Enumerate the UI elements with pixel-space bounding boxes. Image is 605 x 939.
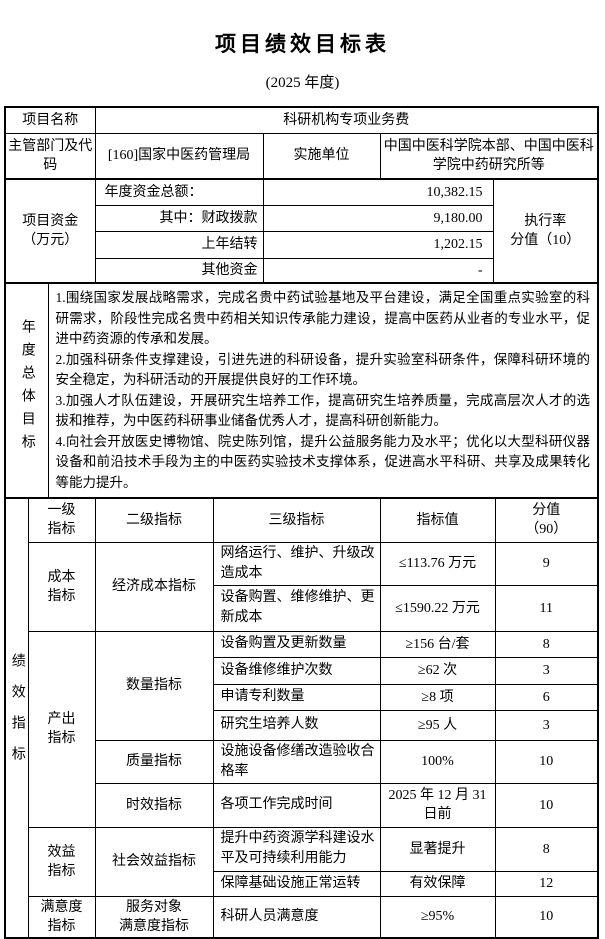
- level2-social: 社会效益指标: [94, 826, 214, 897]
- indicator-level3: 提升中药资源学科建设水平及可持续利用能力: [212, 826, 381, 872]
- header-level1: 一级 指标: [27, 497, 96, 543]
- goal-paragraph: 4.向社会开放医史博物馆、院史陈列馆，提升公益服务能力及水平；优化以大型科研仪器…: [55, 433, 591, 490]
- indicator-level3: 申请专利数量: [212, 683, 381, 711]
- indicator-level3: 各项工作完成时间: [212, 782, 381, 828]
- indicator-value: 100%: [379, 739, 496, 784]
- indicator-level3: 设施设备修缮改造验收合格率: [212, 739, 381, 784]
- annual-goals-section-label: 年度总体目标: [4, 282, 49, 499]
- indicator-score: 8: [494, 630, 599, 658]
- indicator-score: 10: [494, 782, 599, 828]
- indicator-level3: 设备购置、维修维护、更新成本: [212, 584, 381, 632]
- header-value: 指标值: [379, 497, 496, 543]
- header-score: 分值 （90）: [494, 497, 599, 543]
- project-info-table: 项目名称 科研机构专项业务费 主管部门及代码 [160]国家中医药管理局 实施单…: [4, 106, 599, 180]
- impl-unit-value: 中国中医科学院本部、中国中医科学院中药研究所等: [379, 132, 599, 180]
- fund-row-label: 年度资金总额：: [94, 178, 264, 206]
- level2-service: 服务对象 满意度指标: [94, 895, 214, 939]
- indicator-level3: 网络运行、维护、升级改造成本: [212, 541, 381, 586]
- level1-cost: 成本 指标: [27, 541, 96, 632]
- indicator-value: ≥62 次: [379, 656, 496, 685]
- indicator-score: 9: [494, 541, 599, 586]
- fund-row-value: 1,202.15: [262, 230, 494, 259]
- indicator-score: 12: [494, 870, 599, 897]
- indicator-score: 10: [494, 895, 599, 939]
- annual-goals-vertical-text: 年度总体目标: [19, 318, 35, 457]
- indicator-score: 3: [494, 709, 599, 741]
- indicator-value: 2025 年 12 月 31 日前: [379, 782, 496, 828]
- funds-table: 项目资金 （万元） 年度资金总额： 10,382.15 执行率 分值（10） 其…: [4, 178, 599, 284]
- indicator-level3: 设备购置及更新数量: [212, 630, 381, 658]
- annual-goals-text: 1.围绕国家发展战略需求，完成名贵中药试验基地及平台建设，满足全国重点实验室的科…: [47, 282, 599, 499]
- indicator-score: 6: [494, 683, 599, 711]
- indicator-value: ≥95%: [379, 895, 496, 939]
- goal-paragraph: 2.加强科研条件支撑建设，引进先进的科研设备，提升实验室科研条件，保障科研环境的…: [55, 351, 591, 388]
- project-name-value: 科研机构专项业务费: [94, 106, 599, 134]
- indicator-value: ≥8 项: [379, 683, 496, 711]
- execution-rate-score-label: 执行率 分值（10）: [492, 178, 599, 284]
- fund-row-value: -: [262, 257, 494, 284]
- fund-row-value: 10,382.15: [262, 178, 494, 206]
- indicator-score: 10: [494, 739, 599, 784]
- indicator-level3: 保障基础设施正常运转: [212, 870, 381, 897]
- fund-row-label: 其中：财政拨款: [94, 204, 264, 232]
- indicator-value: ≥95 人: [379, 709, 496, 741]
- header-level2: 二级指标: [94, 497, 214, 543]
- indicator-value: 有效保障: [379, 870, 496, 897]
- indicator-level3: 设备维修维护次数: [212, 656, 381, 685]
- fund-row-label: 上年结转: [94, 230, 264, 259]
- indicator-level3: 研究生培养人数: [212, 709, 381, 741]
- page-title: 项目绩效目标表: [215, 32, 390, 56]
- funds-section-label: 项目资金 （万元）: [4, 178, 96, 284]
- goal-paragraph: 1.围绕国家发展战略需求，完成名贵中药试验基地及平台建设，满足全国重点实验室的科…: [55, 290, 591, 346]
- indicator-score: 8: [494, 826, 599, 872]
- indicator-score: 3: [494, 656, 599, 685]
- indicators-vertical-text: 绩效指标: [9, 653, 25, 777]
- header-level3: 三级指标: [212, 497, 381, 543]
- indicators-section-label: 绩效指标: [4, 497, 29, 939]
- dept-value: [160]国家中医药管理局: [94, 132, 264, 180]
- indicator-value: 显著提升: [379, 826, 496, 872]
- indicator-value: ≤1590.22 万元: [379, 584, 496, 632]
- fund-row-label: 其他资金: [94, 257, 264, 284]
- fund-row-value: 9,180.00: [262, 204, 494, 232]
- level2-quality: 质量指标: [94, 739, 214, 784]
- goal-paragraph: 3.加强人才队伍建设，开展研究生培养工作，提高研究生培养质量，完成高层次人才的选…: [55, 392, 591, 429]
- indicator-score: 11: [494, 584, 599, 632]
- level2-timeliness: 时效指标: [94, 782, 214, 828]
- indicator-value: ≤113.76 万元: [379, 541, 496, 586]
- indicator-level3: 科研人员满意度: [212, 895, 381, 939]
- level1-output: 产出 指标: [27, 630, 96, 828]
- project-name-label: 项目名称: [4, 106, 96, 134]
- impl-unit-label: 实施单位: [262, 132, 381, 180]
- level2-quantity: 数量指标: [94, 630, 214, 741]
- level2-economic: 经济成本指标: [94, 541, 214, 632]
- page-subtitle: (2025 年度): [265, 75, 340, 91]
- indicators-table: 绩效指标 一级 指标 二级指标 三级指标 指标值 分值 （90） 成本 指标 经…: [4, 497, 599, 939]
- annual-goals-table: 年度总体目标 1.围绕国家发展战略需求，完成名贵中药试验基地及平台建设，满足全国…: [4, 282, 599, 499]
- dept-label: 主管部门及代码: [4, 132, 96, 180]
- indicator-value: ≥156 台/套: [379, 630, 496, 658]
- level1-satisfaction: 满意度 指标: [27, 895, 96, 939]
- level1-benefit: 效益 指标: [27, 826, 96, 897]
